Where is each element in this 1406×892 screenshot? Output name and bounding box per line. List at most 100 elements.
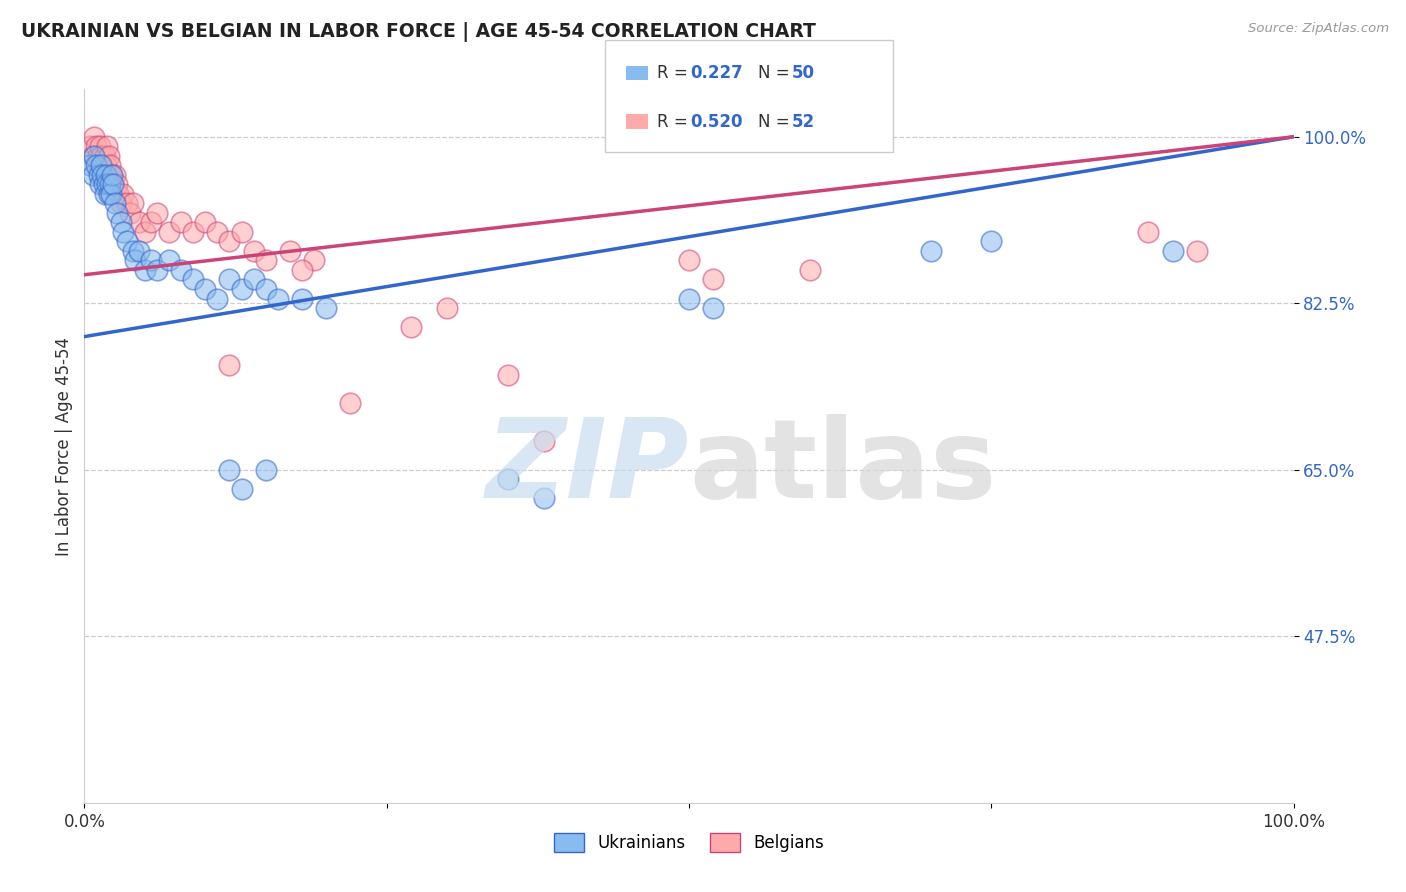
Text: 50: 50 (792, 64, 814, 82)
Text: UKRAINIAN VS BELGIAN IN LABOR FORCE | AGE 45-54 CORRELATION CHART: UKRAINIAN VS BELGIAN IN LABOR FORCE | AG… (21, 22, 815, 42)
Point (104, 168, 127, 182)
Y-axis label: In Labor Force | Age 45-54: In Labor Force | Age 45-54 (55, 336, 73, 556)
Text: 0.520: 0.520 (690, 112, 742, 130)
Text: ZIP: ZIP (485, 414, 689, 521)
Point (112, 186, 135, 201)
Point (218, 235, 240, 249)
Point (94, 158, 117, 172)
Point (242, 244, 264, 258)
Point (107, 186, 129, 201)
Text: 0.227: 0.227 (690, 64, 744, 82)
Point (170, 263, 193, 277)
Point (254, 253, 277, 268)
Point (100, 168, 122, 182)
Point (920, 244, 942, 258)
Point (799, 263, 821, 277)
Point (79, 158, 101, 172)
Point (218, 272, 240, 286)
Point (120, 206, 142, 220)
Point (194, 215, 217, 229)
Text: N =: N = (758, 112, 794, 130)
Point (86, 158, 108, 172)
Text: Source: ZipAtlas.com: Source: ZipAtlas.com (1249, 22, 1389, 36)
Point (94, 168, 117, 182)
Point (83, 149, 105, 163)
Point (96, 139, 118, 153)
Point (98, 178, 121, 192)
Point (86, 149, 108, 163)
Text: N =: N = (758, 64, 794, 82)
Point (139, 215, 162, 229)
Point (105, 206, 128, 220)
Point (291, 292, 314, 306)
Point (1161, 244, 1184, 258)
Point (302, 253, 325, 268)
Point (231, 225, 253, 239)
Point (94, 149, 117, 163)
Point (121, 244, 143, 258)
Point (115, 235, 138, 249)
Point (181, 272, 204, 286)
Point (231, 282, 253, 296)
Point (207, 292, 229, 306)
Point (218, 463, 240, 477)
Point (181, 225, 204, 239)
Point (90, 149, 112, 163)
Point (254, 463, 277, 477)
Point (157, 225, 180, 239)
Point (678, 292, 700, 306)
Point (83, 129, 105, 144)
Point (98, 158, 121, 172)
Point (97, 186, 120, 201)
Point (97, 149, 120, 163)
Point (702, 272, 724, 286)
Point (90, 158, 112, 172)
Point (86, 139, 108, 153)
Point (291, 263, 314, 277)
Point (278, 244, 301, 258)
Point (128, 215, 150, 229)
Point (134, 225, 156, 239)
Point (399, 320, 422, 334)
Point (980, 235, 1002, 249)
Point (105, 178, 128, 192)
Point (93, 168, 115, 182)
Point (139, 253, 162, 268)
Point (1185, 244, 1208, 258)
Point (496, 368, 519, 382)
Point (315, 301, 337, 315)
Point (170, 215, 193, 229)
Text: R =: R = (657, 112, 693, 130)
Point (194, 282, 217, 296)
Point (91, 158, 114, 172)
Point (96, 178, 118, 192)
Point (146, 206, 169, 220)
Point (103, 178, 125, 192)
Point (1137, 225, 1160, 239)
Point (436, 301, 458, 315)
Point (242, 272, 264, 286)
Point (533, 434, 555, 449)
Point (134, 263, 156, 277)
Point (157, 253, 180, 268)
Point (101, 178, 124, 192)
Point (79, 139, 101, 153)
Point (91, 168, 114, 182)
Point (100, 186, 122, 201)
Point (231, 482, 253, 496)
Point (254, 282, 277, 296)
Text: atlas: atlas (689, 414, 997, 521)
Point (121, 196, 143, 211)
Point (89, 178, 111, 192)
Point (93, 178, 115, 192)
Point (128, 244, 150, 258)
Legend: Ukrainians, Belgians: Ukrainians, Belgians (547, 826, 831, 859)
Point (124, 253, 146, 268)
Point (339, 396, 361, 410)
Point (207, 225, 229, 239)
Point (702, 301, 724, 315)
Point (267, 292, 290, 306)
Point (104, 196, 127, 211)
Point (115, 196, 138, 211)
Point (101, 168, 124, 182)
